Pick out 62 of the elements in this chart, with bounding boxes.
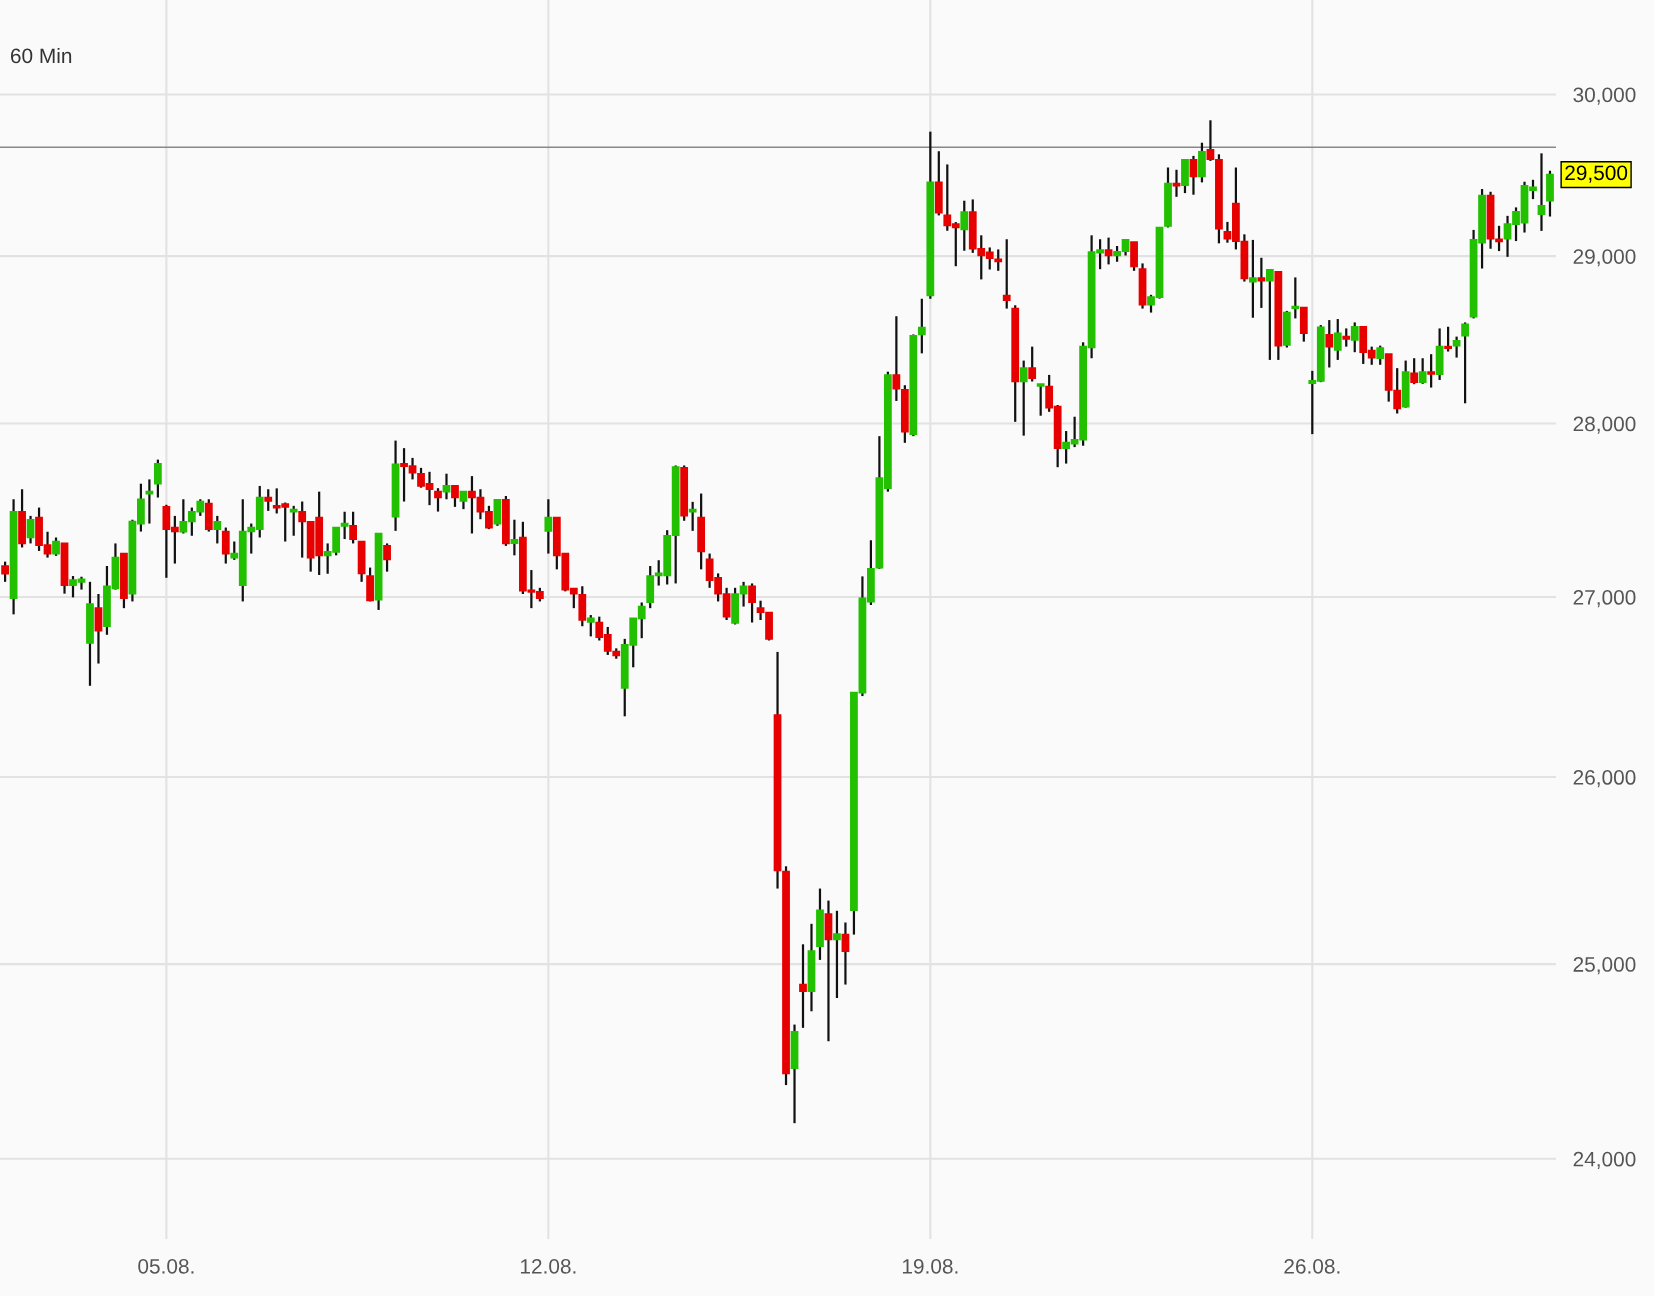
candlestick xyxy=(799,943,807,1029)
candlestick xyxy=(586,613,595,638)
candlestick xyxy=(153,458,162,499)
candlestick xyxy=(1,560,9,583)
candlestick xyxy=(841,921,850,986)
text: 29,500 xyxy=(1565,165,1628,183)
text: 60 Min xyxy=(10,47,72,64)
candlestick xyxy=(917,297,926,355)
candlestick xyxy=(1410,357,1419,386)
candlestick xyxy=(264,488,273,512)
candlestick xyxy=(1172,168,1181,198)
candlestick xyxy=(833,909,841,1000)
y-tick-label: 24,000 xyxy=(1573,1151,1636,1170)
candlestick xyxy=(510,518,519,557)
y-tick-label: 30,000 xyxy=(1573,87,1636,105)
candlestick xyxy=(1036,383,1045,417)
candlestick xyxy=(1189,154,1198,196)
candlestick xyxy=(1444,325,1453,353)
x-tick-label: 19.08. xyxy=(902,1258,958,1274)
candlestick xyxy=(26,514,35,545)
candlestick xyxy=(1104,236,1113,266)
candlestick xyxy=(1342,327,1351,348)
candlestick xyxy=(451,484,459,508)
candlestick xyxy=(748,582,756,624)
y-tick-label: 26,000 xyxy=(1573,770,1636,788)
candlestick xyxy=(434,487,442,513)
candlestick xyxy=(1537,152,1546,233)
candlestick xyxy=(994,248,1003,272)
candlestick xyxy=(340,510,349,541)
candlestick xyxy=(213,514,222,545)
candlestick xyxy=(1265,268,1274,362)
x-tick-label: 05.08. xyxy=(138,1258,194,1274)
candlestick xyxy=(1002,238,1011,310)
candlestick xyxy=(1291,276,1300,320)
candlestick xyxy=(1427,353,1436,389)
candlestick xyxy=(688,500,697,532)
candlestick xyxy=(960,199,969,252)
candlestick xyxy=(383,542,391,573)
candlestick xyxy=(94,592,103,665)
candlestick xyxy=(1333,317,1342,362)
candlestick xyxy=(1418,357,1427,385)
y-tick-label: 29,000 xyxy=(1573,249,1636,267)
candlestick xyxy=(493,498,502,527)
y-tick-label: 25,000 xyxy=(1573,957,1636,975)
candlestick xyxy=(289,504,298,537)
candlestick xyxy=(52,536,60,557)
candlestick xyxy=(349,510,358,545)
candlestick xyxy=(1248,238,1257,319)
x-tick-label: 26.08. xyxy=(1284,1258,1340,1274)
candlestick xyxy=(1019,359,1028,437)
candlestick xyxy=(544,498,553,555)
candlestick xyxy=(1257,256,1266,310)
candlestick xyxy=(892,315,901,403)
candlestick xyxy=(221,526,230,565)
candlestick xyxy=(1376,344,1385,366)
candlestick xyxy=(1028,345,1037,383)
candlestick xyxy=(1325,318,1334,369)
candlestick xyxy=(1461,321,1469,405)
y-tick-label: 27,000 xyxy=(1573,590,1636,608)
x-tick-label: 12.08. xyxy=(520,1258,576,1274)
candlestick xyxy=(1350,321,1359,354)
y-tick-label: 28,000 xyxy=(1573,416,1636,434)
